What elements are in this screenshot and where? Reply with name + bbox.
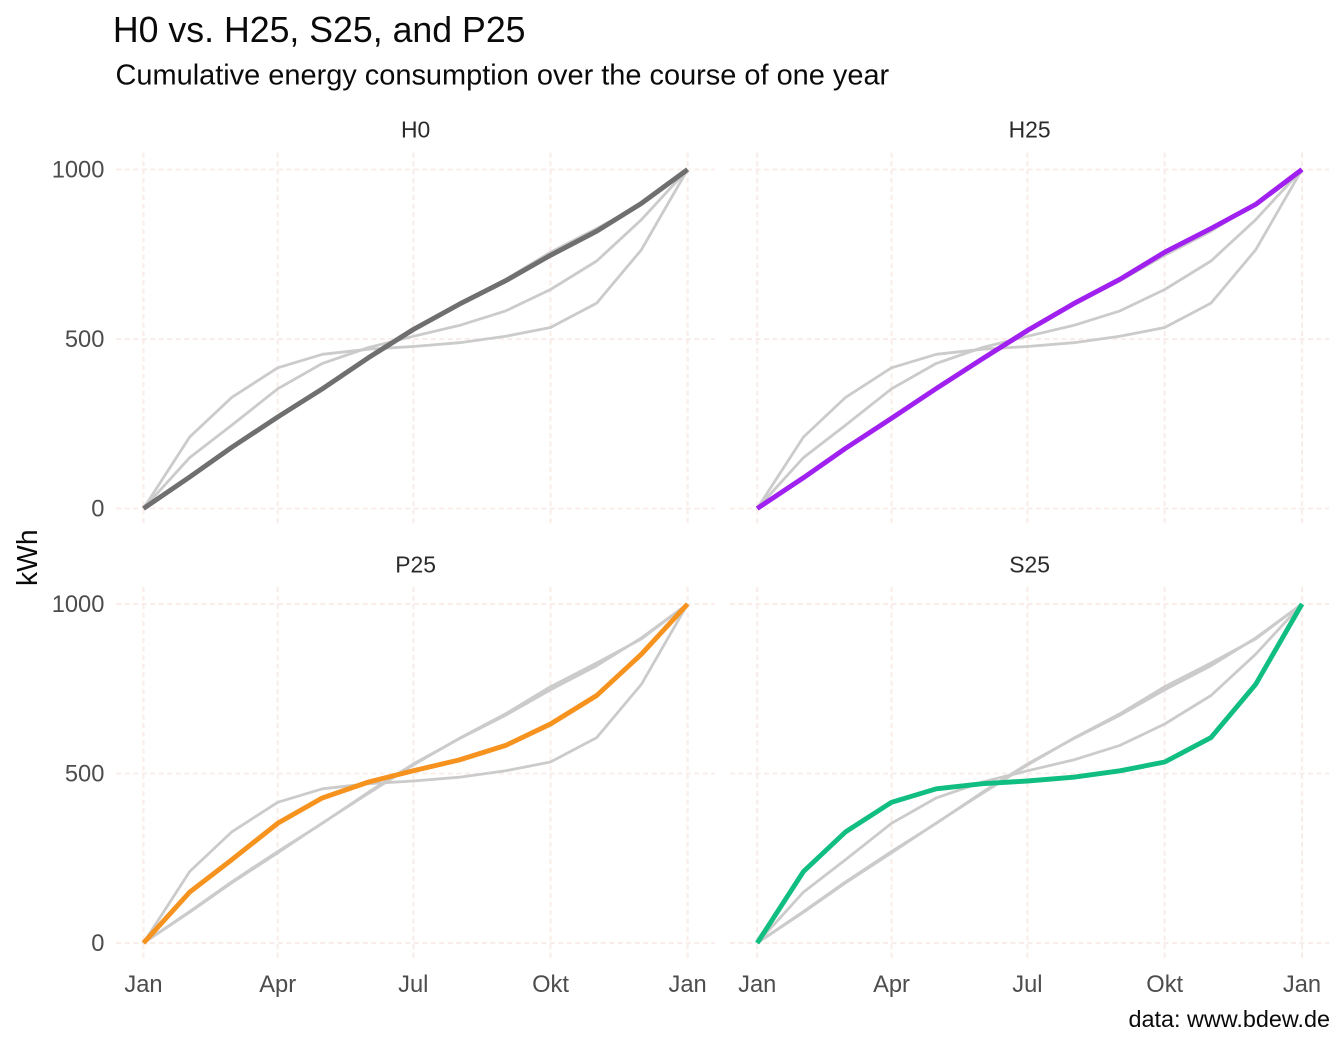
svg-text:Okt: Okt [532,972,569,998]
svg-text:0: 0 [91,497,104,523]
svg-text:Okt: Okt [1146,972,1183,998]
svg-text:Jan: Jan [738,972,776,998]
svg-text:Jan: Jan [124,972,162,998]
svg-text:H0: H0 [401,116,430,142]
svg-text:0: 0 [91,931,104,957]
svg-text:Apr: Apr [873,972,910,998]
svg-text:H0 vs. H25, S25, and P25: H0 vs. H25, S25, and P25 [113,10,526,50]
svg-text:Cumulative energy consumption: Cumulative energy consumption over the c… [116,60,890,92]
svg-text:Apr: Apr [259,972,296,998]
svg-text:H25: H25 [1009,116,1051,142]
svg-text:data: www.bdew.de: data: www.bdew.de [1128,1006,1330,1032]
svg-text:500: 500 [65,327,105,353]
svg-text:S25: S25 [1009,551,1050,577]
svg-text:Jan: Jan [668,972,706,998]
svg-text:1000: 1000 [52,592,105,618]
svg-text:Jan: Jan [1283,972,1321,998]
svg-text:1000: 1000 [52,158,105,184]
svg-text:kWh: kWh [11,529,43,586]
svg-text:P25: P25 [395,551,436,577]
svg-text:500: 500 [65,762,105,788]
svg-text:Jul: Jul [1012,972,1042,998]
svg-text:Jul: Jul [398,972,428,998]
